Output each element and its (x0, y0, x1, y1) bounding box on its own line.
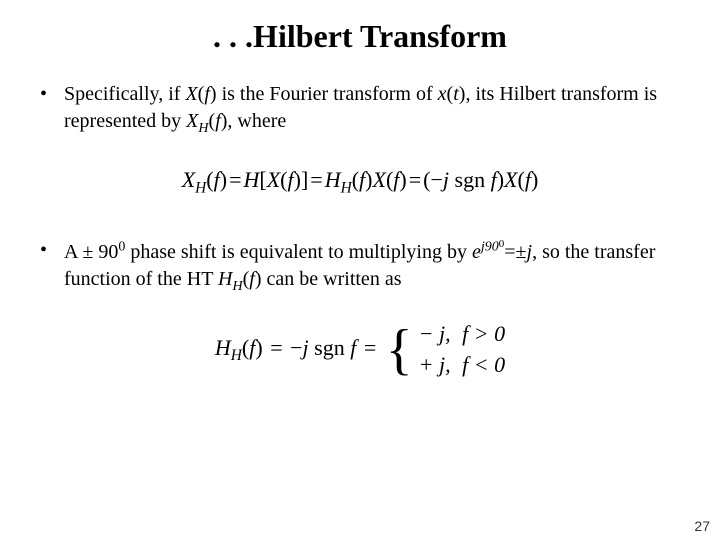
paren: ) (399, 167, 406, 192)
var-e: e (472, 241, 481, 263)
var-x: x (438, 83, 447, 105)
paren: ) (220, 167, 227, 192)
paren: ) (294, 167, 301, 192)
bullet-marker: • (40, 237, 64, 297)
eq-X: X (267, 167, 280, 192)
eq-sub-H: H (195, 179, 206, 196)
paren: ) (531, 167, 538, 192)
paren: ) (210, 83, 217, 105)
case-cond: f < 0 (462, 352, 505, 377)
eq-equals: = (409, 167, 421, 192)
paren: ( (352, 167, 359, 192)
eq-H: H (325, 167, 341, 192)
var-H: H (218, 268, 232, 290)
paren: ) (255, 268, 262, 290)
eq-equals: = (270, 335, 282, 360)
eq-equals: = (310, 167, 322, 192)
case-val: + j, (419, 352, 451, 377)
case-row-1: − j, f > 0 (419, 319, 505, 350)
var-X: X (186, 110, 198, 132)
equation-1: XH(f)=H[X(f)]=HH(f)X(f)=(−j sgn f)X(f) (40, 167, 680, 197)
bracket: ] (301, 167, 308, 192)
eq-H: H (244, 167, 260, 192)
minus: − (430, 167, 442, 192)
text: =± (504, 241, 526, 263)
bullet-2: • A ± 900 phase shift is equivalent to m… (40, 237, 680, 297)
page-number: 27 (694, 518, 710, 534)
paren: ( (280, 167, 287, 192)
sgn: sgn (309, 335, 351, 360)
eq-X: X (182, 167, 195, 192)
text: A ± 90 (64, 241, 118, 263)
sub-H: H (233, 279, 243, 294)
eq-f: f (350, 335, 356, 360)
bullet-1: • Specifically, if X(f) is the Fourier t… (40, 81, 680, 139)
eq-X: X (504, 167, 517, 192)
equation-2: HH(f) = −j sgn f = { − j, f > 0 + j, f <… (40, 319, 680, 381)
paren: ) (497, 167, 504, 192)
paren: ( (206, 167, 213, 192)
left-brace-icon: { (386, 322, 413, 378)
paren: ) (365, 167, 372, 192)
text: can be written as (262, 268, 402, 290)
sub-H: H (198, 121, 208, 136)
cases: { − j, f > 0 + j, f < 0 (384, 319, 505, 381)
case-cond: f > 0 (462, 321, 505, 346)
eq-equals: = (229, 167, 241, 192)
paren: ( (518, 167, 525, 192)
minus: − (290, 335, 302, 360)
var-X: X (185, 83, 197, 105)
case-row-2: + j, f < 0 (419, 350, 505, 381)
bullet-2-text: A ± 900 phase shift is equivalent to mul… (64, 237, 680, 297)
eq-sub-H: H (341, 179, 352, 196)
sgn: sgn (449, 167, 491, 192)
text: phase shift is equivalent to multiplying… (125, 241, 472, 263)
paren: ) (255, 335, 262, 360)
slide: . . .Hilbert Transform • Specifically, i… (0, 0, 720, 540)
eq-H: H (215, 335, 231, 360)
bullet-marker: • (40, 81, 64, 139)
eq-sub-H: H (231, 347, 242, 364)
text: , where (227, 110, 286, 132)
text: is the Fourier transform of (217, 83, 438, 105)
bracket: [ (259, 167, 266, 192)
eq-X: X (373, 167, 386, 192)
case-val: − j, (419, 321, 451, 346)
slide-title: . . .Hilbert Transform (40, 18, 680, 55)
bullet-1-text: Specifically, if X(f) is the Fourier tra… (64, 81, 680, 139)
cases-rows: − j, f > 0 + j, f < 0 (419, 319, 505, 381)
eq-equals: = (364, 335, 376, 360)
sup-j90: j90 (481, 240, 499, 255)
text: Specifically, if (64, 83, 185, 105)
